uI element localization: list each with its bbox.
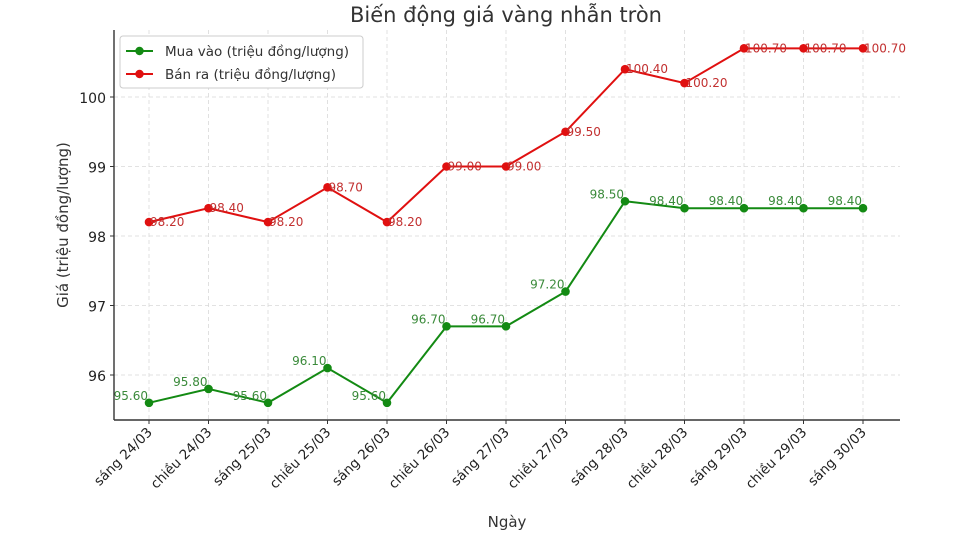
sell-price-marker — [204, 203, 213, 213]
sell-price-data-label: 98.20 — [388, 215, 422, 229]
sell-price-data-label: 99.00 — [507, 160, 541, 174]
buy-price-marker — [501, 322, 511, 331]
legend-frame — [119, 35, 364, 89]
sell-price-marker — [442, 162, 451, 171]
x-tick-label: sáng 28/03 — [567, 425, 632, 490]
sell-price-data-label: 98.20 — [269, 215, 303, 229]
sell-price-marker — [561, 127, 570, 137]
x-tick-label: chiều 28/03 — [623, 424, 691, 492]
sell-price-marker — [501, 162, 511, 171]
grid-lines — [114, 30, 900, 420]
data-labels: 95.60 95.80 95.60 96.10 95.60 96.70 96.70 97.20… — [114, 41, 906, 402]
y-axis-label: Giá (triệu đồng/lượng) — [54, 142, 72, 308]
sell-price-marker — [323, 183, 332, 192]
y-axis-ticks: 96 97 98 99 100 — [79, 91, 114, 385]
buy-price-marker — [144, 398, 154, 408]
sell-price-marker — [858, 44, 868, 53]
buy-price-data-label: 95.60 — [352, 389, 386, 403]
x-axis-label: Ngày — [488, 513, 527, 531]
sell-price-data-label: 98.70 — [329, 180, 363, 194]
sell-price-data-label: 98.40 — [210, 201, 244, 215]
sell-price-data-label: 100.40 — [626, 62, 668, 76]
buy-price-marker — [858, 203, 868, 213]
legend-label-sell: Bán ra (triệu đồng/lượng) — [165, 66, 336, 83]
sell-price-marker — [263, 217, 273, 227]
buy-price-marker — [442, 322, 451, 331]
buy-price-marker — [739, 203, 749, 213]
x-tick-label: chiều 27/03 — [504, 424, 572, 492]
sell-price-data-label: 99.00 — [448, 160, 482, 174]
legend: Mua vào (triệu đồng/lượng) Bán ra (triệu… — [119, 35, 364, 89]
sell-price-data-label: 100.20 — [686, 76, 728, 90]
sell-price-marker — [382, 217, 392, 227]
buy-price-marker — [620, 196, 630, 206]
buy-price-marker — [680, 203, 689, 213]
x-tick-label: sáng 25/03 — [210, 425, 275, 490]
y-tick-label: 98 — [88, 230, 106, 246]
buy-price-data-label: 98.50 — [590, 187, 624, 201]
buy-price-marker — [323, 363, 332, 373]
legend-label-buy: Mua vào (triệu đồng/lượng) — [165, 43, 349, 60]
y-tick-label: 100 — [79, 91, 106, 107]
buy-price-marker — [799, 203, 808, 213]
buy-price-data-label: 95.60 — [233, 389, 267, 403]
x-tick-label: chiều 24/03 — [147, 424, 215, 492]
sell-price-data-label: 100.70 — [745, 41, 787, 55]
y-tick-label: 97 — [88, 300, 106, 316]
buy-price-line — [148, 200, 863, 405]
x-tick-label: chiều 25/03 — [266, 424, 334, 492]
sell-price-data-label: 100.70 — [805, 41, 847, 55]
x-tick-label: sáng 24/03 — [91, 425, 156, 490]
buy-price-marker — [263, 398, 273, 408]
x-tick-label: sáng 26/03 — [329, 425, 394, 490]
buy-price-data-label: 95.60 — [114, 389, 148, 403]
sell-price-data-label: 100.70 — [864, 41, 906, 55]
buy-price-data-label: 97.20 — [530, 278, 564, 292]
sell-price-marker — [144, 217, 154, 227]
buy-price-data-label: 96.70 — [471, 312, 505, 326]
sell-price-data-label: 99.50 — [567, 125, 601, 139]
sell-price-marker — [739, 44, 749, 53]
x-tick-label: chiều 29/03 — [742, 424, 810, 492]
buy-price-marker — [382, 398, 392, 408]
buy-price-data-label: 96.10 — [292, 354, 326, 368]
legend-marker-sell — [135, 69, 144, 79]
chart-title: Biến động giá vàng nhẫn tròn — [350, 2, 662, 27]
y-tick-label: 99 — [88, 161, 106, 177]
sell-price-marker — [680, 78, 689, 88]
buy-price-marker — [561, 287, 570, 296]
buy-price-data-label: 96.70 — [411, 312, 445, 326]
x-tick-label: chiều 26/03 — [385, 424, 453, 492]
buy-price-data-label: 98.40 — [709, 194, 743, 208]
buy-price-data-label: 98.40 — [768, 194, 802, 208]
x-tick-label: sáng 27/03 — [448, 425, 513, 490]
y-tick-label: 96 — [88, 369, 106, 385]
buy-price-data-label: 98.40 — [649, 194, 683, 208]
series-lines — [144, 44, 868, 408]
sell-price-marker — [620, 64, 630, 74]
legend-marker-buy — [135, 46, 144, 56]
buy-price-data-label: 95.80 — [173, 375, 207, 389]
sell-price-marker — [799, 44, 808, 53]
x-tick-label: sáng 30/03 — [805, 425, 870, 490]
sell-price-data-label: 98.20 — [150, 215, 184, 229]
buy-price-marker — [204, 384, 213, 394]
x-tick-label: sáng 29/03 — [686, 425, 751, 490]
buy-price-data-label: 98.40 — [828, 194, 862, 208]
